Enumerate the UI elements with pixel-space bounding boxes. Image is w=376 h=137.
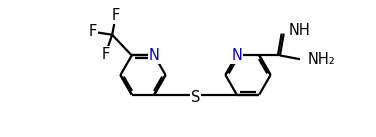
Text: NH: NH — [288, 23, 310, 38]
Text: F: F — [112, 8, 120, 23]
Text: F: F — [101, 47, 109, 62]
Text: N: N — [231, 48, 242, 63]
Text: F: F — [88, 24, 97, 39]
Text: NH₂: NH₂ — [308, 52, 335, 67]
Text: N: N — [149, 48, 160, 63]
Text: S: S — [191, 90, 200, 105]
